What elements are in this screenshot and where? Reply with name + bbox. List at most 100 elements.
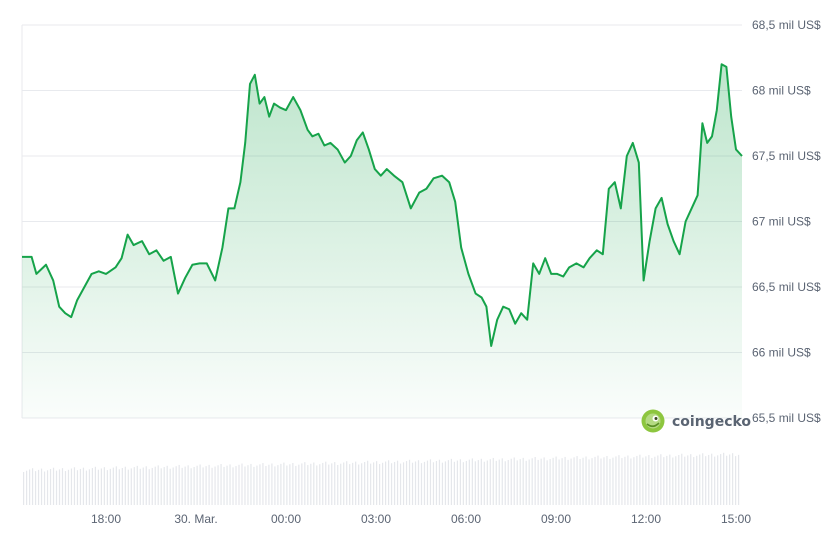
volume-bar [217, 465, 219, 505]
volume-bar [654, 456, 656, 505]
volume-bar [223, 466, 225, 505]
volume-bar [163, 467, 165, 505]
volume-bar [109, 468, 111, 505]
volume-bar [603, 457, 605, 505]
volume-bar [23, 472, 25, 505]
volume-bar [292, 463, 294, 505]
volume-bar [429, 459, 432, 505]
volume-bar [103, 467, 105, 505]
volume-bar [241, 463, 243, 505]
volume-bar [373, 462, 375, 505]
volume-bar [543, 457, 545, 505]
y-tick-label: 68,5 mil US$ [752, 18, 821, 32]
volume-bar [483, 461, 485, 505]
volume-bar [714, 456, 716, 505]
volume-bar [40, 468, 43, 505]
x-tick-label: 09:00 [541, 512, 571, 526]
volume-bar [723, 452, 725, 505]
volume-bar [708, 454, 710, 505]
volume-bar [597, 455, 599, 505]
volume-bar [310, 463, 312, 505]
volume-bar [471, 458, 473, 505]
volume-bar [172, 467, 174, 505]
volume-bar [534, 457, 536, 505]
volume-bar [274, 466, 276, 505]
volume-bar [193, 467, 195, 505]
volume-bar [196, 465, 198, 505]
volume-bar [355, 461, 357, 505]
volume-bar [370, 463, 372, 505]
volume-bar [190, 468, 192, 505]
volume-bar [328, 464, 330, 505]
volume-bar [447, 460, 450, 505]
volume-bar [480, 458, 482, 505]
volume-bar [91, 468, 94, 505]
volume-bar [477, 460, 479, 505]
volume-bar [271, 463, 273, 505]
volume-bar [322, 462, 324, 505]
volume-bar [85, 470, 88, 505]
volume-bar [633, 457, 635, 505]
volume-bar [732, 453, 734, 505]
volume-bar [118, 469, 120, 505]
volume-bar [621, 458, 623, 505]
volume-bar [208, 464, 210, 505]
volume-bar [495, 460, 497, 505]
volume-bar [618, 455, 620, 505]
volume-bar [262, 463, 264, 505]
volume-bar [693, 457, 695, 505]
volume-bar [486, 460, 488, 505]
volume-bar [531, 458, 533, 505]
gecko-icon [641, 409, 665, 433]
volume-bar [94, 466, 96, 505]
volume-bar [319, 464, 321, 505]
volume-bar [405, 461, 408, 505]
volume-bar [202, 467, 204, 505]
volume-bar [211, 467, 213, 505]
volume-bar [52, 467, 55, 505]
price-line [22, 63, 743, 347]
volume-bar [408, 459, 411, 505]
volume-bar [157, 465, 159, 505]
volume-bar [399, 463, 402, 505]
volume-bar [268, 464, 270, 505]
volume-bar [364, 462, 366, 505]
volume-bar [438, 459, 441, 505]
volume-bar [549, 459, 551, 505]
volume-bar [286, 465, 288, 505]
volume-bar [522, 457, 524, 505]
volume-bar [181, 467, 183, 505]
volume-bar [657, 455, 659, 505]
volume-bar [651, 458, 653, 505]
volume-bar [492, 457, 494, 505]
volume-bar [513, 457, 515, 505]
volume-bar [148, 469, 150, 505]
volume-bar [325, 461, 327, 505]
volume-bar [462, 462, 464, 505]
volume-bar [441, 462, 444, 505]
volume-bar [720, 454, 722, 505]
volume-bar [205, 466, 207, 505]
volume-bar [313, 462, 315, 505]
x-tick-label: 15:00 [721, 512, 751, 526]
volume-bar [169, 468, 171, 505]
volume-bar [717, 455, 719, 505]
volume-bar [432, 462, 435, 505]
volume-bar [444, 461, 447, 505]
volume-bar [61, 468, 64, 505]
volume-bar [540, 458, 542, 505]
volume-bar [259, 464, 261, 505]
volume-bar [468, 459, 470, 505]
volume-bar [184, 466, 186, 505]
volume-bars [23, 452, 740, 505]
brand-name: coingecko [672, 414, 751, 430]
volume-bar [100, 468, 102, 505]
volume-bar [145, 466, 147, 505]
volume-bar [639, 454, 641, 505]
volume-bar [726, 455, 728, 505]
volume-bar [88, 469, 91, 505]
volume-bar [459, 459, 461, 505]
volume-bar [570, 458, 572, 505]
volume-bar [250, 463, 252, 505]
